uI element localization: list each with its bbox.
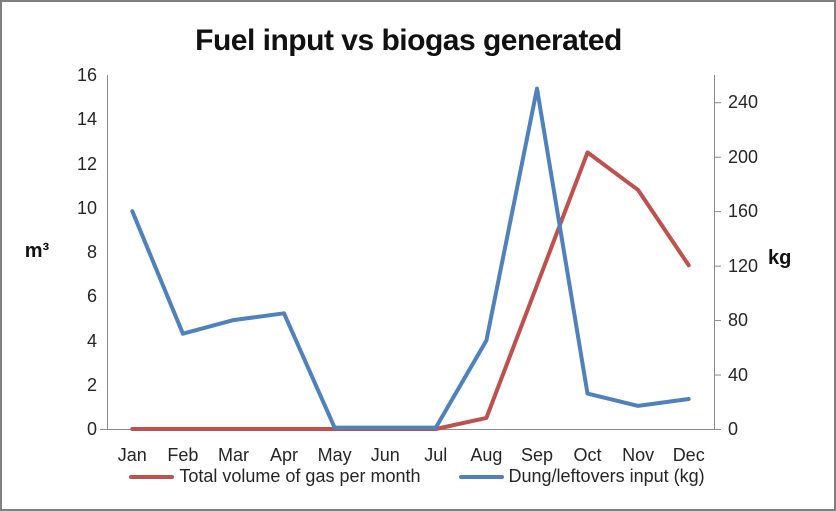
y-axis-left-tick-label: 2 bbox=[86, 375, 97, 395]
y-axis-right-tick-label: 160 bbox=[728, 201, 759, 221]
y-axis-right-tick-label: 40 bbox=[728, 365, 749, 385]
y-axis-right-tick-label: 80 bbox=[728, 310, 749, 330]
chart-title: Fuel input vs biogas generated bbox=[195, 24, 622, 57]
series-line-1 bbox=[130, 86, 691, 430]
y-axis-left-tick-label: 10 bbox=[76, 198, 97, 218]
x-axis-month-label: Aug bbox=[470, 445, 503, 465]
x-axis-month-label: Feb bbox=[167, 445, 199, 465]
legend-item-gas: Total volume of gas per month bbox=[129, 466, 421, 487]
y-axis-left-tick-label: 0 bbox=[86, 419, 97, 439]
x-axis-month-label: Nov bbox=[622, 445, 655, 465]
x-axis-month-label: Jan bbox=[117, 445, 147, 465]
x-axis-month-label: Sep bbox=[520, 445, 553, 465]
x-axis-month-label: Apr bbox=[270, 445, 299, 465]
x-axis-month-label: Oct bbox=[573, 445, 602, 465]
y-axis-left-tick-label: 4 bbox=[86, 331, 97, 351]
y-axis-right-tick-label: 200 bbox=[728, 147, 759, 167]
y-axis-right-tick-label: 0 bbox=[728, 419, 739, 439]
series-line-0 bbox=[130, 150, 691, 431]
y-axis-left-tick-label: 6 bbox=[86, 286, 97, 306]
legend-line-swatch-dung bbox=[458, 474, 504, 479]
legend-item-dung: Dung/leftovers input (kg) bbox=[458, 466, 705, 487]
legend-label-dung: Dung/leftovers input (kg) bbox=[508, 466, 705, 486]
y-axis-right-tick-label: 240 bbox=[728, 92, 759, 112]
right-axis-unit-label: kg bbox=[768, 247, 792, 269]
y-axis-left-tick-label: 14 bbox=[76, 109, 97, 129]
y-axis-left-tick-label: 16 bbox=[76, 65, 97, 85]
y-axis-right-tick-label: 120 bbox=[728, 256, 759, 276]
legend: Total volume of gas per month Dung/lefto… bbox=[97, 466, 737, 487]
x-axis-month-label: Jun bbox=[370, 445, 400, 465]
x-axis-month-label: Jul bbox=[424, 445, 448, 465]
legend-line-swatch-gas bbox=[129, 474, 175, 479]
x-axis-month-label: Dec bbox=[672, 445, 705, 465]
y-axis-left-tick-label: 8 bbox=[86, 242, 97, 262]
left-axis-unit-label: m³ bbox=[24, 240, 50, 262]
x-axis-month-label: Mar bbox=[217, 445, 249, 465]
y-axis-left-tick-label: 12 bbox=[76, 154, 97, 174]
x-axis-month-label: May bbox=[317, 445, 352, 465]
legend-label-gas: Total volume of gas per month bbox=[179, 466, 421, 486]
